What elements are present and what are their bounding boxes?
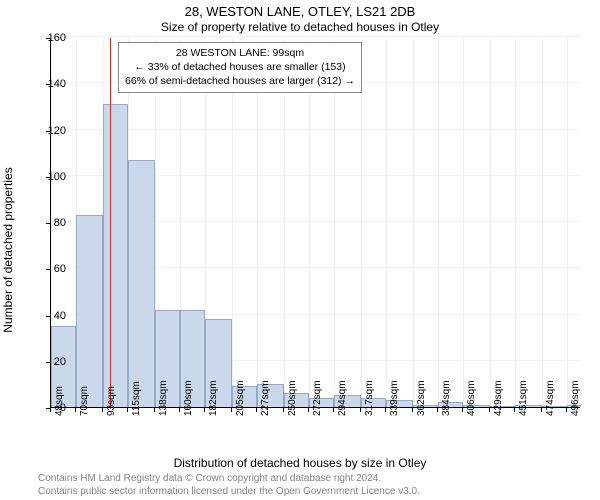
xtick-label: 317sqm <box>364 380 375 416</box>
plot-area <box>50 38 580 408</box>
xtick-mark <box>231 408 232 412</box>
infobox-line2: ← 33% of detached houses are smaller (15… <box>134 61 345 73</box>
xtick-mark <box>437 408 438 412</box>
xtick-mark <box>566 408 567 412</box>
xtick-label: 362sqm <box>416 380 427 416</box>
ytick-mark <box>46 362 50 363</box>
gridline-v <box>257 38 258 407</box>
xtick-mark <box>283 408 284 412</box>
xtick-label: 339sqm <box>389 380 400 416</box>
attribution-text: Contains HM Land Registry data © Crown c… <box>0 472 600 498</box>
gridline-v <box>361 38 362 407</box>
xtick-mark <box>256 408 257 412</box>
histogram-bar <box>128 160 155 407</box>
x-axis-label: Distribution of detached houses by size … <box>0 456 600 470</box>
xtick-label: 384sqm <box>441 380 452 416</box>
gridline-v <box>490 38 491 407</box>
xtick-mark <box>412 408 413 412</box>
xtick-label: 451sqm <box>518 380 529 416</box>
xtick-label: 272sqm <box>312 380 323 416</box>
chart-title: 28, WESTON LANE, OTLEY, LS21 2DB <box>0 4 600 19</box>
gridline-v <box>309 38 310 407</box>
ytick-mark <box>46 223 50 224</box>
xtick-label: 205sqm <box>235 380 246 416</box>
ytick-mark <box>46 316 50 317</box>
gridline-v <box>334 38 335 407</box>
xtick-label: 429sqm <box>493 380 504 416</box>
xtick-mark <box>204 408 205 412</box>
ytick-mark <box>46 269 50 270</box>
ytick-label: 140 <box>48 78 66 90</box>
histogram-bar <box>103 104 128 407</box>
xtick-label: 227sqm <box>260 380 271 416</box>
gridline-h <box>51 129 580 130</box>
xtick-label: 474sqm <box>545 380 556 416</box>
xtick-mark <box>179 408 180 412</box>
xtick-label: 48sqm <box>54 386 65 416</box>
ytick-label: 120 <box>48 125 66 137</box>
gridline-v <box>284 38 285 407</box>
xtick-mark <box>462 408 463 412</box>
xtick-mark <box>154 408 155 412</box>
ytick-label: 80 <box>54 217 66 229</box>
xtick-label: 250sqm <box>287 380 298 416</box>
infobox-line3: 66% of semi-detached houses are larger (… <box>125 75 355 87</box>
gridline-v <box>515 38 516 407</box>
gridline-v <box>413 38 414 407</box>
chart-subtitle: Size of property relative to detached ho… <box>0 20 600 34</box>
xtick-mark <box>50 408 51 412</box>
y-axis-label: Number of detached properties <box>1 167 15 332</box>
histogram-bar <box>76 215 103 407</box>
gridline-h <box>51 36 580 37</box>
gridline-v <box>542 38 543 407</box>
xtick-mark <box>489 408 490 412</box>
ytick-label: 20 <box>54 356 66 368</box>
gridline-v <box>232 38 233 407</box>
xtick-label: 406sqm <box>466 380 477 416</box>
xtick-mark <box>75 408 76 412</box>
xtick-mark <box>102 408 103 412</box>
chart-container: 28, WESTON LANE, OTLEY, LS21 2DB Size of… <box>0 0 600 500</box>
xtick-mark <box>385 408 386 412</box>
xtick-label: 496sqm <box>570 380 581 416</box>
xtick-label: 93sqm <box>106 386 117 416</box>
property-marker-line <box>110 38 112 407</box>
ytick-mark <box>46 38 50 39</box>
annotation-box: 28 WESTON LANE: 99sqm ← 33% of detached … <box>118 42 362 93</box>
gridline-v <box>463 38 464 407</box>
ytick-label: 40 <box>54 310 66 322</box>
ytick-label: 160 <box>48 32 66 44</box>
xtick-label: 138sqm <box>158 380 169 416</box>
ytick-mark <box>46 84 50 85</box>
ytick-label: 60 <box>54 263 66 275</box>
xtick-mark <box>127 408 128 412</box>
xtick-mark <box>333 408 334 412</box>
xtick-label: 182sqm <box>208 380 219 416</box>
xtick-mark <box>514 408 515 412</box>
gridline-v <box>386 38 387 407</box>
xtick-label: 70sqm <box>79 386 90 416</box>
xtick-mark <box>308 408 309 412</box>
xtick-mark <box>360 408 361 412</box>
infobox-line1: 28 WESTON LANE: 99sqm <box>176 47 304 59</box>
gridline-v <box>438 38 439 407</box>
xtick-label: 294sqm <box>337 380 348 416</box>
ytick-mark <box>46 177 50 178</box>
xtick-mark <box>541 408 542 412</box>
xtick-label: 160sqm <box>183 380 194 416</box>
gridline-v <box>567 38 568 407</box>
xtick-label: 115sqm <box>131 381 142 416</box>
ytick-mark <box>46 131 50 132</box>
ytick-label: 100 <box>48 171 66 183</box>
